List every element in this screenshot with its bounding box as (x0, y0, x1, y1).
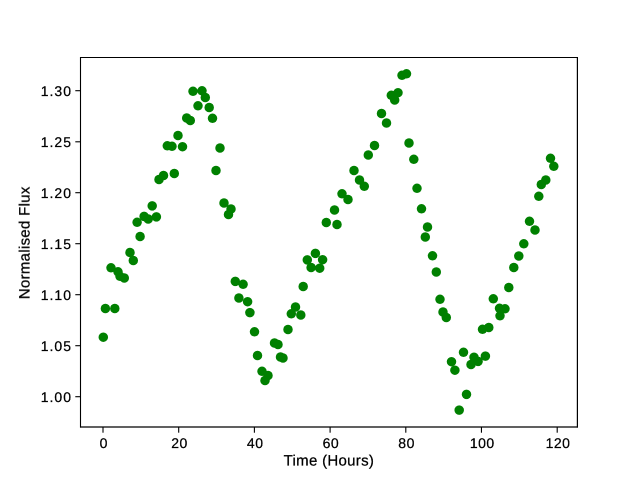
svg-text:1.10: 1.10 (41, 287, 72, 303)
svg-text:1.25: 1.25 (41, 134, 72, 150)
svg-text:Normalised Flux: Normalised Flux (17, 186, 34, 299)
svg-text:20: 20 (171, 435, 188, 451)
svg-text:1.20: 1.20 (41, 185, 72, 201)
svg-text:60: 60 (323, 435, 340, 451)
svg-text:100: 100 (470, 435, 495, 451)
svg-text:1.30: 1.30 (41, 83, 72, 99)
svg-text:1.05: 1.05 (41, 338, 72, 354)
svg-text:0: 0 (100, 435, 108, 451)
svg-text:120: 120 (546, 435, 571, 451)
svg-text:1.00: 1.00 (41, 389, 72, 405)
svg-text:80: 80 (398, 435, 415, 451)
svg-text:1.15: 1.15 (41, 236, 72, 252)
svg-text:Time (Hours): Time (Hours) (284, 453, 375, 470)
svg-text:40: 40 (247, 435, 264, 451)
